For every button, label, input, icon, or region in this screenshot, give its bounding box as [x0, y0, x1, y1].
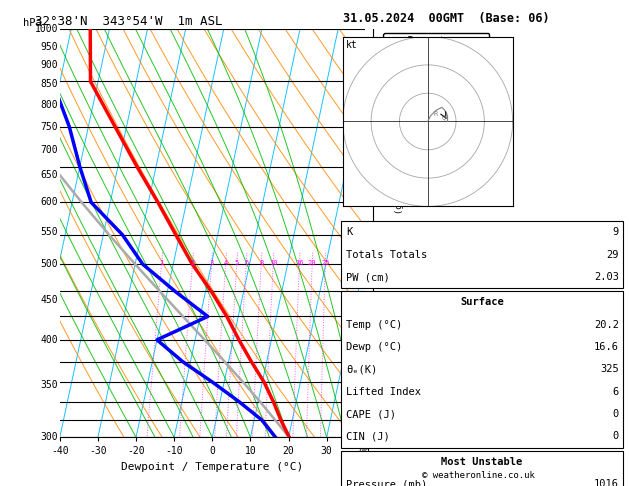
Text: Temp (°C): Temp (°C) [346, 320, 402, 330]
Text: LCL: LCL [374, 419, 389, 428]
Text: 400: 400 [41, 335, 58, 345]
Text: 16: 16 [295, 260, 304, 266]
Text: 450: 450 [41, 295, 58, 305]
Text: θₑ(K): θₑ(K) [346, 364, 377, 374]
Text: km: km [372, 436, 382, 446]
Text: Most Unstable: Most Unstable [441, 457, 523, 467]
Text: hPa: hPa [23, 18, 42, 28]
Text: 5: 5 [382, 224, 387, 233]
Text: 9: 9 [613, 227, 619, 237]
Text: Surface: Surface [460, 297, 504, 307]
Text: 2: 2 [382, 357, 387, 366]
Text: Mixing Ratio (g/kg): Mixing Ratio (g/kg) [395, 182, 404, 284]
Text: Lifted Index: Lifted Index [346, 387, 421, 397]
Text: 6: 6 [382, 177, 387, 186]
Text: kt: kt [346, 40, 358, 50]
Text: R: R [433, 111, 438, 117]
Text: 500: 500 [41, 259, 58, 269]
Text: 600: 600 [41, 197, 58, 208]
Text: 29: 29 [606, 250, 619, 260]
Text: 6: 6 [613, 387, 619, 397]
Text: 6: 6 [244, 260, 248, 266]
Text: PW (cm): PW (cm) [346, 272, 390, 282]
Text: 32°38'N  343°54'W  1m ASL: 32°38'N 343°54'W 1m ASL [35, 15, 223, 28]
Text: ASL: ASL [370, 451, 385, 460]
Text: K: K [346, 227, 352, 237]
Text: 2.03: 2.03 [594, 272, 619, 282]
Text: 4: 4 [223, 260, 228, 266]
Text: 850: 850 [41, 79, 58, 89]
Text: 350: 350 [41, 380, 58, 390]
Text: 650: 650 [41, 170, 58, 180]
Text: 8: 8 [382, 67, 387, 76]
Text: 325: 325 [600, 364, 619, 374]
Text: 750: 750 [41, 122, 58, 132]
Text: 16.6: 16.6 [594, 342, 619, 352]
Text: 5: 5 [235, 260, 239, 266]
Text: 4: 4 [382, 265, 387, 274]
Text: 300: 300 [41, 433, 58, 442]
Text: Q: Q [442, 114, 446, 120]
Text: 31.05.2024  00GMT  (Base: 06): 31.05.2024 00GMT (Base: 06) [343, 12, 549, 25]
Text: 700: 700 [41, 145, 58, 155]
Text: CAPE (J): CAPE (J) [346, 409, 396, 419]
X-axis label: Dewpoint / Temperature (°C): Dewpoint / Temperature (°C) [121, 462, 303, 472]
Legend: Temperature, Dewpoint, Parcel Trajectory, Dry Adiabat, Wet Adiabat, Isotherm, Mi: Temperature, Dewpoint, Parcel Trajectory… [383, 33, 489, 116]
Text: 1: 1 [382, 397, 387, 406]
Text: 2: 2 [191, 260, 194, 266]
Text: 1: 1 [160, 260, 164, 266]
Text: 20: 20 [308, 260, 316, 266]
Text: 7: 7 [382, 122, 387, 131]
Text: 550: 550 [41, 227, 58, 237]
Text: 900: 900 [41, 60, 58, 70]
Text: Pressure (mb): Pressure (mb) [346, 479, 427, 486]
Text: 3: 3 [382, 312, 387, 321]
Text: Dewp (°C): Dewp (°C) [346, 342, 402, 352]
Text: 3: 3 [209, 260, 214, 266]
Text: 800: 800 [41, 100, 58, 110]
Text: 25: 25 [321, 260, 330, 266]
Text: Totals Totals: Totals Totals [346, 250, 427, 260]
Text: 10: 10 [269, 260, 277, 266]
Text: 8: 8 [259, 260, 264, 266]
Text: 950: 950 [41, 41, 58, 52]
Text: 0: 0 [613, 409, 619, 419]
Text: 20.2: 20.2 [594, 320, 619, 330]
Text: 1016: 1016 [594, 479, 619, 486]
Text: © weatheronline.co.uk: © weatheronline.co.uk [421, 471, 535, 480]
Text: 0: 0 [613, 432, 619, 441]
Text: CIN (J): CIN (J) [346, 432, 390, 441]
Text: 1000: 1000 [35, 24, 58, 34]
